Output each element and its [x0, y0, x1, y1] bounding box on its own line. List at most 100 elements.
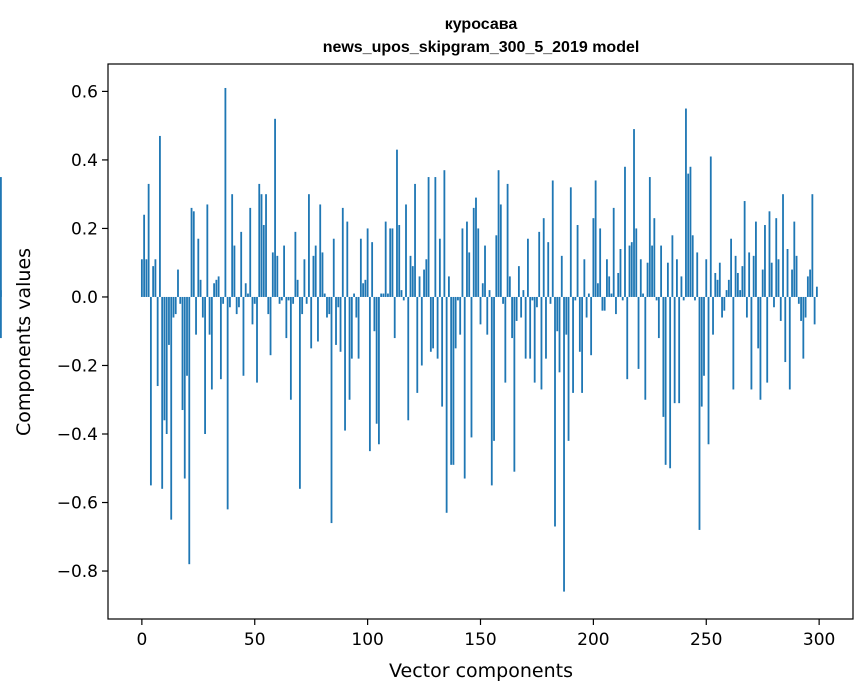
bar-200 [592, 218, 595, 297]
bar-183 [554, 296, 556, 527]
bar-119 [409, 255, 412, 297]
bar-30 [208, 296, 211, 335]
bar-85 [332, 238, 335, 297]
bar-293 [802, 296, 805, 359]
bar-109 [387, 293, 389, 297]
bar-75 [310, 296, 313, 349]
bar-170 [524, 296, 527, 359]
bar-191 [572, 296, 574, 393]
x-tick-label: 200 [577, 630, 609, 650]
bar-42 [235, 296, 238, 315]
bar-55 [265, 194, 267, 297]
bar-206 [606, 259, 608, 297]
bar-236 [673, 296, 676, 404]
bar-299 [815, 286, 818, 297]
bar-283 [779, 296, 782, 321]
bar-178 [542, 218, 545, 297]
bar-295 [806, 276, 809, 297]
bar-124 [420, 296, 423, 366]
bar-259 [725, 290, 728, 297]
bar-160 [502, 296, 504, 304]
y-tick-label: 0.4 [71, 151, 98, 171]
bar-273 [757, 296, 760, 349]
bar-176 [538, 231, 541, 297]
bar-249 [703, 296, 705, 376]
bar-32 [213, 283, 216, 297]
bar-285 [784, 296, 787, 363]
x-tick-label: 250 [690, 630, 722, 650]
bar-254 [714, 272, 717, 297]
bar-87 [337, 296, 340, 308]
bar-99 [364, 279, 367, 297]
bar-150 [479, 296, 482, 325]
bar-114 [398, 225, 401, 297]
bar-246 [696, 252, 699, 297]
bar-233 [666, 262, 669, 297]
bar-22 [190, 207, 193, 297]
bar-79 [319, 204, 322, 297]
x-tick-label: 300 [803, 630, 835, 650]
bar-45 [242, 296, 245, 376]
bar-222 [642, 293, 644, 297]
bar-159 [499, 204, 502, 297]
bar-56 [267, 296, 270, 315]
bar-288 [791, 269, 793, 297]
bar-182 [551, 180, 554, 297]
bar-89 [341, 207, 344, 297]
bar-251 [707, 296, 710, 445]
bar-190 [569, 187, 572, 297]
bar-144 [466, 221, 468, 297]
bar-139 [454, 296, 457, 349]
bar-113 [396, 149, 398, 297]
bar-231 [662, 296, 665, 417]
bar-10 [163, 296, 166, 421]
bar-60 [276, 255, 279, 297]
bar-26 [199, 279, 202, 297]
bar-217 [630, 242, 633, 297]
bar-111 [391, 228, 394, 297]
bar-37 [224, 87, 227, 297]
bar-0 [140, 259, 143, 297]
bar-36 [222, 296, 225, 304]
bar-65 [287, 296, 290, 301]
bar-102 [371, 242, 374, 297]
bar-141 [459, 296, 462, 335]
bar-287 [788, 296, 791, 390]
bar-5 [152, 266, 155, 297]
bar-59 [274, 118, 276, 297]
bar-145 [468, 252, 471, 297]
bar-197 [585, 296, 588, 318]
bar-281 [775, 218, 778, 297]
bar-286 [786, 249, 789, 297]
bar-172 [529, 296, 532, 359]
bar-257 [721, 296, 723, 318]
bar-133 [441, 296, 444, 407]
bar-23 [192, 211, 195, 297]
bar-291 [797, 296, 800, 304]
bar-115 [400, 290, 403, 297]
bar-149 [477, 228, 480, 297]
bar-61 [278, 296, 281, 304]
bar-64 [285, 296, 288, 339]
bar-202 [596, 283, 599, 297]
bar-151 [481, 283, 484, 297]
bar-80 [321, 252, 324, 297]
y-axis-ticks: 0.6 0.4 0.2 0.0 −0.2 −0.4 −0.6 −0.8 [57, 82, 108, 582]
bar-227 [653, 218, 656, 297]
x-tick-label: 0 [136, 630, 147, 650]
bar-226 [651, 245, 653, 297]
bar-264 [736, 272, 739, 297]
bar-276 [764, 225, 766, 297]
bar-161 [504, 296, 507, 383]
bar-3 [147, 183, 150, 297]
bar-298 [813, 296, 816, 325]
bar-101 [368, 296, 371, 452]
bar-237 [676, 259, 678, 297]
bar-229 [657, 296, 660, 339]
bar-163 [508, 276, 511, 297]
y-tick-label: 0.2 [71, 219, 98, 239]
bar-148 [475, 197, 477, 297]
bar-199 [590, 296, 593, 356]
bar-253 [712, 296, 714, 335]
bar-86 [335, 296, 337, 345]
